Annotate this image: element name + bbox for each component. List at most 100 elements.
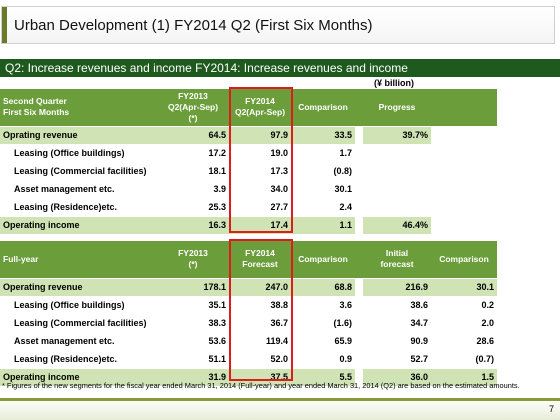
cell-comp: 30.1 <box>291 179 355 198</box>
cell-prev: 35.1 <box>157 295 229 314</box>
cell-curr: 17.3 <box>229 161 291 180</box>
cell-prev: 178.1 <box>157 277 229 296</box>
cell-comp: 1.1 <box>291 215 355 234</box>
q2-header-progress: Progress <box>363 89 431 126</box>
table-row: Operating income 16.3 17.4 1.1 46.4% <box>0 215 497 234</box>
cell-curr: 97.9 <box>229 125 291 144</box>
fy-header-comparison: Comparison <box>291 241 355 278</box>
cell-prev: 64.5 <box>157 125 229 144</box>
cell-comp2: 30.1 <box>431 277 497 296</box>
cell-initial: 36.0 <box>363 367 431 386</box>
table-row: Leasing (Office buildings) 35.1 38.8 3.6… <box>0 295 497 314</box>
q2-highlight-box <box>229 87 293 233</box>
cell-comp: (0.8) <box>291 161 355 180</box>
cell-comp: 65.9 <box>291 331 355 350</box>
cell-comp: 3.6 <box>291 295 355 314</box>
cell-progress: 46.4% <box>363 215 431 234</box>
cell-curr: 19.0 <box>229 143 291 162</box>
title-accent-bar <box>2 7 7 43</box>
footer-band <box>0 398 560 420</box>
subtitle-bar: Q2: Increase revenues and income FY2014:… <box>0 59 560 77</box>
row-label: Leasing (Office buildings) <box>0 143 157 162</box>
q2-header-fy2014: FY2014 Q2(Apr-Sep) <box>229 89 291 126</box>
unit-label: (¥ billion) <box>374 78 414 88</box>
title-box: Urban Development (1) FY2014 Q2 (First S… <box>1 6 555 44</box>
cell-comp: 0.9 <box>291 349 355 368</box>
fy-header-fy2014: FY2014 Forecast <box>229 241 291 278</box>
cell-prev: 25.3 <box>157 197 229 216</box>
cell-prev: 31.9 <box>157 367 229 386</box>
table-row: Asset management etc. 53.6 119.4 65.9 90… <box>0 331 497 350</box>
row-label: Operating income <box>0 215 157 234</box>
table-row: Leasing (Commercial facilities) 18.1 17.… <box>0 161 497 180</box>
table-row: Operating revenue 178.1 247.0 68.8 216.9… <box>0 277 497 296</box>
row-label: Operating revenue <box>0 277 157 296</box>
table-row: Leasing (Residence)etc. 25.3 27.7 2.4 <box>0 197 497 216</box>
row-label: Leasing (Commercial facilities) <box>0 161 157 180</box>
cell-comp: 5.5 <box>291 367 355 386</box>
page-title: Urban Development (1) FY2014 Q2 (First S… <box>14 17 373 34</box>
cell-comp2: 0.2 <box>431 295 497 314</box>
cell-comp2: 1.5 <box>431 367 497 386</box>
fy-table: Full-year FY2013 (*) FY2014 Forecast Compa… <box>0 241 497 386</box>
q2-header-fy2013: FY2013 Q2(Apr-Sep) (*) <box>157 89 229 126</box>
footnote: * Figures of the new segments for the fi… <box>2 381 520 390</box>
cell-prev: 53.6 <box>157 331 229 350</box>
cell-prev: 17.2 <box>157 143 229 162</box>
row-label: Asset management etc. <box>0 179 157 198</box>
fy-header-comparison2: Comparison <box>431 241 497 278</box>
fy-header-row: Full-year FY2013 (*) FY2014 Forecast Compa… <box>0 241 497 278</box>
cell-prev: 38.3 <box>157 313 229 332</box>
q2-header-row: Second Quarter First Six Months FY2013 Q2(… <box>0 89 497 126</box>
cell-comp: 1.7 <box>291 143 355 162</box>
subtitle-text: Q2: Increase revenues and income FY2014:… <box>5 61 408 75</box>
cell-curr: 52.0 <box>229 349 291 368</box>
cell-comp: (1.6) <box>291 313 355 332</box>
footer-divider <box>0 398 560 401</box>
fy-header-label: Full-year <box>0 241 157 278</box>
row-label: Leasing (Residence)etc. <box>0 197 157 216</box>
cell-curr: 36.7 <box>229 313 291 332</box>
cell-comp: 2.4 <box>291 197 355 216</box>
fy-header-fy2013: FY2013 (*) <box>157 241 229 278</box>
q2-table: Second Quarter First Six Months FY2013 Q2(… <box>0 89 497 234</box>
cell-initial: 34.7 <box>363 313 431 332</box>
fy-header-initial-forecast: Initial forecast <box>363 241 431 278</box>
cell-curr: 27.7 <box>229 197 291 216</box>
row-label: Asset management etc. <box>0 331 157 350</box>
row-label: Leasing (Office buildings) <box>0 295 157 314</box>
cell-curr: 119.4 <box>229 331 291 350</box>
row-label: Leasing (Commercial facilities) <box>0 313 157 332</box>
table-row: Operating income 31.9 37.5 5.5 36.0 1.5 <box>0 367 497 386</box>
table-row: Asset management etc. 3.9 34.0 30.1 <box>0 179 497 198</box>
row-label: Leasing (Residence)etc. <box>0 349 157 368</box>
row-label: Oprating revenue <box>0 125 157 144</box>
table-row: Leasing (Commercial facilities) 38.3 36.… <box>0 313 497 332</box>
cell-comp2: (0.7) <box>431 349 497 368</box>
cell-comp: 33.5 <box>291 125 355 144</box>
q2-header-comparison: Comparison <box>291 89 355 126</box>
cell-initial: 90.9 <box>363 331 431 350</box>
table-row: Leasing (Office buildings) 17.2 19.0 1.7 <box>0 143 497 162</box>
cell-curr: 37.5 <box>229 367 291 386</box>
row-label: Operating income <box>0 367 157 386</box>
fy-highlight-box <box>229 239 293 381</box>
cell-prev: 3.9 <box>157 179 229 198</box>
cell-initial: 52.7 <box>363 349 431 368</box>
q2-header-label: Second Quarter First Six Months <box>0 89 157 126</box>
page-number: 7 <box>548 404 554 414</box>
cell-comp2: 28.6 <box>431 331 497 350</box>
cell-initial: 38.6 <box>363 295 431 314</box>
table-row: Oprating revenue 64.5 97.9 33.5 39.7% <box>0 125 497 144</box>
cell-comp: 68.8 <box>291 277 355 296</box>
cell-prev: 16.3 <box>157 215 229 234</box>
cell-curr: 17.4 <box>229 215 291 234</box>
cell-curr: 34.0 <box>229 179 291 198</box>
cell-progress: 39.7% <box>363 125 431 144</box>
cell-curr: 247.0 <box>229 277 291 296</box>
cell-prev: 18.1 <box>157 161 229 180</box>
table-row: Leasing (Residence)etc. 51.1 52.0 0.9 52… <box>0 349 497 368</box>
cell-comp2: 2.0 <box>431 313 497 332</box>
cell-initial: 216.9 <box>363 277 431 296</box>
cell-curr: 38.8 <box>229 295 291 314</box>
